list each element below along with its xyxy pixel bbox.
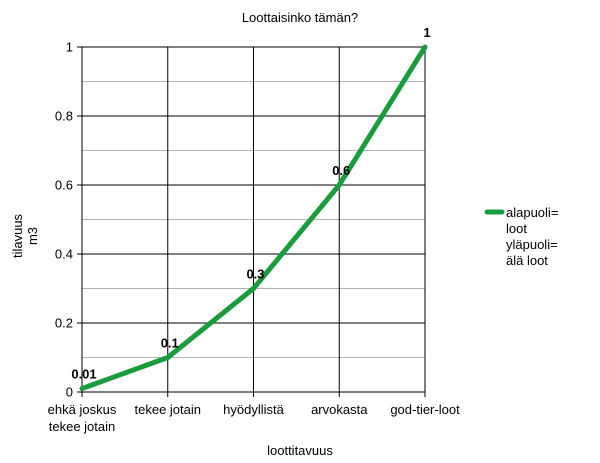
data-label: 1 bbox=[423, 25, 430, 40]
x-tick-label: arvokasta bbox=[311, 402, 368, 417]
data-point bbox=[336, 182, 342, 188]
axes: 0 0.2 0.4 0.6 0.8 1 ehkä joskus tekee jotain tek… bbox=[48, 40, 460, 435]
series-line bbox=[79, 44, 428, 392]
x-tick-label: ehkä joskus tekee jotain bbox=[48, 402, 117, 434]
data-label: 0.01 bbox=[71, 367, 96, 382]
data-label: 0.6 bbox=[332, 163, 350, 178]
y-tick-label: 1 bbox=[66, 40, 73, 55]
y-tick-label: 0 bbox=[66, 385, 73, 400]
x-tick-label: hyödyllistä bbox=[223, 402, 284, 417]
chart-title: Loottaisinko tämän? bbox=[242, 10, 358, 25]
data-point bbox=[79, 386, 85, 392]
legend: alapuoli= loot yläpuoli= älä loot bbox=[484, 205, 558, 268]
x-tick-label: god-tier-loot bbox=[390, 402, 460, 417]
y-axis-title: tilavuusm3 bbox=[10, 213, 40, 258]
y-tick-label: 0.4 bbox=[55, 247, 73, 262]
x-tick-label: tekee jotain bbox=[135, 402, 202, 417]
x-axis-title: loottitavuus bbox=[267, 443, 333, 458]
y-tick-label: 0.2 bbox=[55, 316, 73, 331]
data-point bbox=[165, 355, 171, 360]
data-point bbox=[422, 44, 428, 50]
y-tick-label: 0.8 bbox=[55, 109, 73, 124]
data-label: 0.1 bbox=[161, 336, 179, 351]
data-label: 0.3 bbox=[246, 267, 264, 282]
gridlines bbox=[82, 46, 426, 393]
legend-label: alapuoli= loot yläpuoli= älä loot bbox=[506, 205, 558, 268]
data-labels: 0.01 0.1 0.3 0.6 1 bbox=[71, 25, 430, 382]
y-tick-label: 0.6 bbox=[55, 178, 73, 193]
y-axis-title-text: tilavuusm3 bbox=[10, 213, 40, 258]
data-point bbox=[251, 286, 256, 291]
